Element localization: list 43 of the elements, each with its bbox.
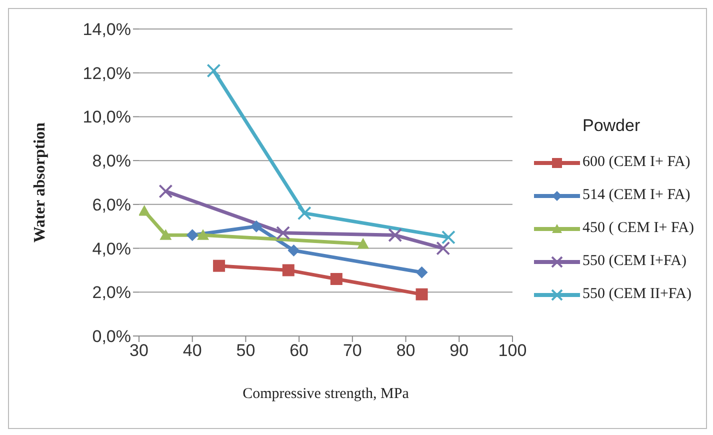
- point: [197, 229, 210, 240]
- x-tick-label: 100: [498, 341, 527, 360]
- point: [139, 205, 150, 216]
- point: [206, 64, 221, 78]
- point: [357, 238, 370, 249]
- legend-label: 450 ( CEM I+ FA): [582, 220, 694, 237]
- point: [158, 184, 173, 198]
- point: [276, 226, 290, 240]
- point: [416, 288, 428, 300]
- x-tick-label: 40: [182, 341, 202, 360]
- legend-title: Powder: [581, 116, 642, 136]
- x-tick-label: 90: [450, 341, 469, 360]
- x-tick-label: 80: [396, 341, 416, 360]
- point: [436, 241, 450, 256]
- legend-label: 600 (CEM I+ FA): [582, 154, 690, 171]
- point: [297, 206, 312, 220]
- x-axis-title: Compressive strength, MPa: [242, 386, 410, 402]
- x-tick-label: 50: [236, 341, 256, 360]
- x-tick-label: 30: [130, 341, 148, 360]
- point: [160, 229, 172, 240]
- point: [416, 266, 428, 278]
- y-tick-label: 12,0%: [82, 64, 131, 83]
- point: [388, 228, 402, 242]
- y-tick-label: 6,0%: [92, 195, 131, 214]
- point: [213, 260, 226, 272]
- y-tick-label: 8,0%: [92, 152, 131, 171]
- x-tick-label: 60: [290, 341, 309, 360]
- point: [441, 230, 456, 244]
- y-tick-label: 14,0%: [82, 20, 131, 40]
- y-tick-label: 10,0%: [82, 108, 131, 127]
- point: [186, 229, 198, 242]
- y-tick-label: 4,0%: [92, 239, 131, 258]
- x-tick-label: 70: [342, 341, 362, 360]
- point: [288, 244, 300, 256]
- point: [282, 264, 294, 276]
- legend-label: 550 (CEM II+FA): [582, 286, 692, 303]
- legend-label: 550 (CEM I+FA): [582, 253, 686, 270]
- y-tick-label: 2,0%: [92, 283, 131, 302]
- legend-label: 514 (CEM I+ FA): [582, 187, 690, 204]
- y-axis-title: Water absorption: [32, 122, 49, 243]
- point: [330, 272, 342, 285]
- y-tick-label: 0,0%: [92, 327, 131, 346]
- point: [250, 220, 262, 232]
